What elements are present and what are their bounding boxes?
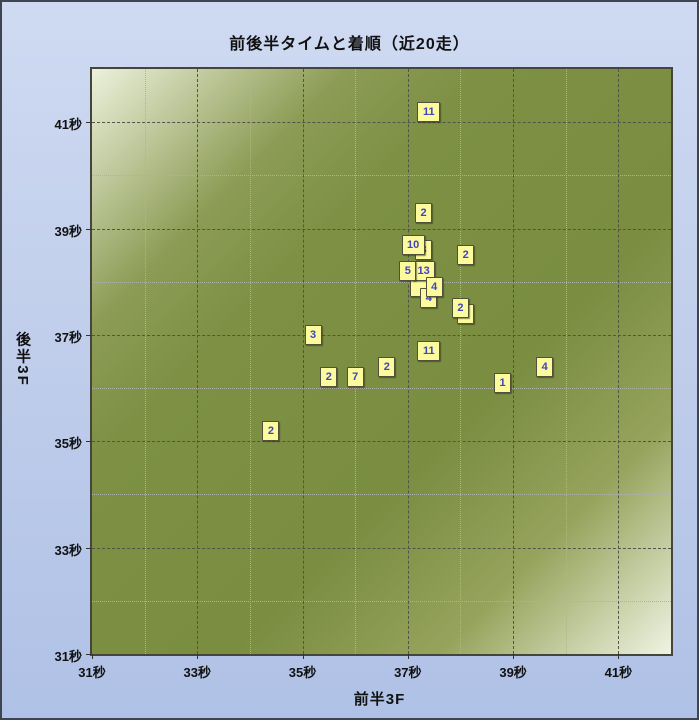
x-axis-title: 前半3F	[353, 691, 406, 708]
data-point-marker[interactable]: 2	[262, 420, 280, 441]
gridline-horizontal	[92, 600, 671, 602]
plot-area: 1354431022211311272142	[90, 67, 673, 656]
y-tick-mark	[86, 228, 91, 230]
gridline-vertical	[513, 69, 515, 654]
y-tick-mark	[86, 654, 91, 655]
x-tick-label: 41秒	[604, 665, 633, 680]
data-point-marker[interactable]: 2	[415, 202, 433, 223]
data-point-marker[interactable]: 2	[378, 356, 396, 377]
y-tick-mark	[86, 122, 91, 124]
gridline-horizontal	[92, 547, 671, 549]
y-axis-title: 後半3F	[14, 331, 31, 387]
x-tick-label: 31秒	[78, 665, 106, 680]
y-tick-label: 39秒	[54, 223, 82, 239]
data-point-marker[interactable]: 1	[494, 372, 512, 393]
x-tick-mark	[513, 654, 515, 659]
y-tick-mark	[86, 547, 91, 549]
data-point-marker[interactable]: 7	[346, 367, 364, 388]
gridline-horizontal	[92, 228, 671, 230]
data-point-marker[interactable]: 11	[417, 340, 441, 361]
data-point-marker[interactable]: 5	[399, 261, 417, 282]
gridline-vertical	[302, 69, 304, 654]
gridline-vertical	[565, 69, 567, 654]
x-tick-mark	[407, 654, 409, 659]
gridline-vertical	[460, 69, 462, 654]
x-tick-mark	[302, 654, 304, 659]
y-tick-label: 35秒	[54, 436, 82, 452]
x-tick-mark	[618, 654, 620, 659]
y-tick-label: 41秒	[54, 117, 82, 133]
gridline-horizontal	[92, 175, 671, 177]
gridline-vertical	[355, 69, 357, 654]
data-point-marker[interactable]: 13	[412, 261, 436, 282]
y-tick-mark	[86, 441, 91, 443]
gridline-vertical	[407, 69, 409, 654]
data-point-marker[interactable]: 4	[536, 356, 554, 377]
gridline-horizontal	[92, 494, 671, 496]
gridline-vertical	[618, 69, 620, 654]
data-point-marker[interactable]: 2	[457, 245, 475, 266]
data-point-marker[interactable]: 2	[320, 367, 338, 388]
gridline-vertical	[249, 69, 251, 654]
gridline-vertical	[144, 69, 146, 654]
data-point-marker[interactable]: 4	[425, 277, 443, 298]
gridline-horizontal	[92, 388, 671, 390]
gridline-horizontal	[92, 441, 671, 443]
y-tick-label: 31秒	[54, 649, 82, 664]
y-tick-mark	[86, 334, 91, 336]
x-tick-label: 39秒	[499, 665, 527, 680]
chart-title: 前後半タイムと着順（近20走）	[229, 36, 470, 53]
y-tick-label: 33秒	[54, 542, 82, 558]
gridline-horizontal	[92, 334, 671, 336]
x-tick-label: 35秒	[288, 665, 317, 680]
x-tick-mark	[92, 654, 93, 659]
data-point-marker[interactable]: 10	[401, 234, 425, 255]
data-point-marker[interactable]: 11	[417, 101, 441, 122]
x-tick-label: 33秒	[183, 665, 211, 680]
x-tick-label: 37秒	[394, 665, 422, 680]
x-tick-mark	[197, 654, 199, 659]
y-tick-label: 37秒	[54, 329, 82, 345]
gridline-horizontal	[92, 281, 671, 283]
data-point-marker[interactable]: 2	[451, 298, 469, 319]
gridline-horizontal	[92, 122, 671, 124]
gridline-vertical	[197, 69, 199, 654]
data-point-marker[interactable]: 3	[304, 324, 322, 345]
